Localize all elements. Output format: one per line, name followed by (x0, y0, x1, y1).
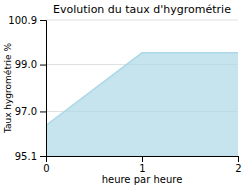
grid-line (46, 20, 238, 21)
tick-mark (40, 156, 46, 157)
tick-mark (40, 20, 46, 21)
tick-label: 97.0 (15, 106, 37, 117)
tick: 2 (235, 156, 241, 174)
tick-mark (40, 65, 46, 66)
y-axis: 95.1 97.0 99.0 100.9 (8, 15, 46, 162)
title: Evolution du taux d'hygrométrie (53, 3, 231, 16)
tick-label: 2 (235, 163, 241, 174)
axis-line (40, 21, 47, 157)
area (46, 53, 238, 156)
tick-label: 95.1 (15, 151, 37, 162)
tick-label: 99.0 (15, 59, 37, 70)
x-axis: 0 1 2 (43, 156, 241, 174)
plot: 0 1 2 95.1 97.0 99.0 100.9 (8, 15, 241, 174)
chart: 0 1 2 95.1 97.0 99.0 100.9 Evolution du taux d'… (0, 0, 250, 188)
y-axis-label: Taux hygrométrie % (3, 42, 13, 134)
tick: 0 (43, 156, 49, 174)
line (46, 53, 238, 126)
grid (46, 20, 238, 156)
marks (46, 53, 238, 156)
tick: 99.0 (15, 59, 46, 70)
axis-line (47, 157, 239, 163)
tick-mark (238, 156, 239, 162)
tick-mark (142, 156, 143, 162)
tick: 100.9 (8, 15, 46, 26)
tick-label: 100.9 (8, 15, 37, 26)
tick: 1 (139, 156, 145, 174)
tick-label: 0 (43, 163, 49, 174)
tick: 97.0 (15, 106, 46, 117)
x-axis-label: heure par heure (102, 174, 183, 185)
tick-label: 1 (139, 163, 145, 174)
tick-mark (40, 111, 46, 112)
tick: 95.1 (15, 151, 46, 162)
